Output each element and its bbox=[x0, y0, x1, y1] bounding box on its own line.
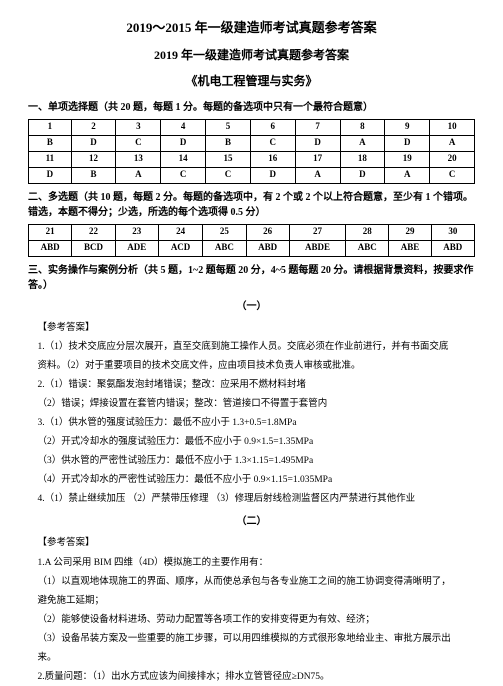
cell: ABC bbox=[203, 240, 246, 256]
table-single-choice: 1 2 3 4 5 6 7 8 9 10 B D C D B C D A D A… bbox=[28, 119, 475, 184]
cell: B bbox=[71, 167, 116, 183]
cell: 7 bbox=[295, 119, 340, 135]
cell: 16 bbox=[250, 151, 295, 167]
answer-line: 2.质量问题：（1）出水方式应该为间接排水；排水立管管径应≥DN75。 bbox=[28, 669, 475, 686]
cell: ADE bbox=[115, 240, 158, 256]
answer-line: 1.A 公司采用 BIM 四维（4D）模拟施工的主要作用有： bbox=[28, 555, 475, 572]
cell: 29 bbox=[389, 224, 431, 240]
cell: A bbox=[340, 135, 385, 151]
cell: 27 bbox=[289, 224, 345, 240]
answer-line: （3）供水管的严密性试验压力：最低不应小于 1.3×1.15=1.495MPa bbox=[28, 453, 475, 470]
cell: D bbox=[29, 167, 72, 183]
cell: 12 bbox=[71, 151, 116, 167]
section2-header: 二、多选题（共 10 题，每题 2 分。每题的备选项中，有 2 个或 2 个以上… bbox=[28, 190, 475, 220]
cell: 20 bbox=[430, 151, 475, 167]
cell: 26 bbox=[246, 224, 289, 240]
cell: 1 bbox=[29, 119, 72, 135]
cell: ABC bbox=[346, 240, 389, 256]
cell: 8 bbox=[340, 119, 385, 135]
table-row: ABD BCD ADE ACD ABC ABD ABDE ABC ABE ABD bbox=[29, 240, 475, 256]
cell: 13 bbox=[116, 151, 161, 167]
answer-line: 2.（1）错误：聚氨酯发泡封堵错误；整改：应采用不燃材料封堵 bbox=[28, 377, 475, 394]
cell: C bbox=[116, 135, 161, 151]
table-row: 11 12 13 14 15 16 17 18 19 20 bbox=[29, 151, 475, 167]
table-row: D B A C C D A D A C bbox=[29, 167, 475, 183]
answer-line: 4.（1）禁止继续加压 （2）严禁带压修理 （3）修理后射线检测监督区内严禁进行… bbox=[28, 491, 475, 508]
cell: C bbox=[161, 167, 206, 183]
cell: 9 bbox=[385, 119, 430, 135]
answer-line: 来。 bbox=[28, 650, 475, 667]
answer-line: 3.（1）供水管的强度试验压力：最低不应小于 1.3+0.5=1.8MPa bbox=[28, 415, 475, 432]
cell: A bbox=[385, 167, 430, 183]
cell: 19 bbox=[385, 151, 430, 167]
cell: 22 bbox=[72, 224, 115, 240]
cell: 25 bbox=[203, 224, 246, 240]
cell: D bbox=[385, 135, 430, 151]
table-row: 21 22 23 24 25 26 27 28 29 30 bbox=[29, 224, 475, 240]
answer-line: （2）开式冷却水的强度试验压力：最低不应小于 0.9×1.5=1.35MPa bbox=[28, 434, 475, 451]
ref-label: 【参考答案】 bbox=[28, 535, 475, 552]
cell: 18 bbox=[340, 151, 385, 167]
cell: BCD bbox=[72, 240, 115, 256]
cell: 28 bbox=[346, 224, 389, 240]
cell: ACD bbox=[158, 240, 202, 256]
section3-header: 三、实务操作与案例分析（共 5 题，1~2 题每题 20 分，4~5 题每题 2… bbox=[28, 263, 475, 293]
cell: 6 bbox=[250, 119, 295, 135]
answer-line: 资料。（2）对于重要项目的技术交底文件，应由项目技术负责人审核或批准。 bbox=[28, 358, 475, 375]
answer-line: 避免施工延期； bbox=[28, 593, 475, 610]
cell: 4 bbox=[161, 119, 206, 135]
cell: ABD bbox=[29, 240, 72, 256]
title-sub: 2019 年一级建造师考试真题参考答案 bbox=[28, 46, 475, 64]
part2-label: （二） bbox=[28, 514, 475, 529]
table-row: 1 2 3 4 5 6 7 8 9 10 bbox=[29, 119, 475, 135]
cell: 24 bbox=[158, 224, 202, 240]
cell: C bbox=[250, 135, 295, 151]
answer-line: （3）设备吊装方案及一些重要的施工步骤，可以用四维模拟的方式很形象地给业主、审批… bbox=[28, 631, 475, 648]
cell: A bbox=[116, 167, 161, 183]
cell: ABD bbox=[246, 240, 289, 256]
cell: 5 bbox=[206, 119, 251, 135]
cell: 14 bbox=[161, 151, 206, 167]
answer-line: （1）以直观地体现施工的界面、顺序，从而使总承包与各专业施工之间的施工协调变得清… bbox=[28, 574, 475, 591]
part1-label: （一） bbox=[28, 299, 475, 314]
title-subject: 《机电工程管理与实务》 bbox=[28, 72, 475, 90]
answer-line: （2）能够使设备材料进场、劳动力配置等各项工作的安排变得更为有效、经济； bbox=[28, 612, 475, 629]
cell: B bbox=[29, 135, 72, 151]
cell: 30 bbox=[431, 224, 474, 240]
cell: B bbox=[206, 135, 251, 151]
cell: A bbox=[295, 167, 340, 183]
cell: ABE bbox=[389, 240, 431, 256]
cell: 3 bbox=[116, 119, 161, 135]
cell: 10 bbox=[430, 119, 475, 135]
cell: 11 bbox=[29, 151, 72, 167]
answer-block-2: 【参考答案】 1.A 公司采用 BIM 四维（4D）模拟施工的主要作用有： （1… bbox=[28, 535, 475, 686]
cell: D bbox=[161, 135, 206, 151]
table-row: B D C D B C D A D A bbox=[29, 135, 475, 151]
cell: D bbox=[71, 135, 116, 151]
cell: D bbox=[340, 167, 385, 183]
cell: D bbox=[295, 135, 340, 151]
cell: ABDE bbox=[289, 240, 345, 256]
answer-block-1: 【参考答案】 1.（1）技术交底应分层次展开，直至交底到施工操作人员。交底必须在… bbox=[28, 320, 475, 509]
cell: 17 bbox=[295, 151, 340, 167]
cell: 15 bbox=[206, 151, 251, 167]
answer-line: （2）错误；焊接设置在套管内错误；整改：管道接口不得置于套管内 bbox=[28, 396, 475, 413]
section1-header: 一、单项选择题（共 20 题，每题 1 分。每题的备选项中只有一个最符合题意） bbox=[28, 100, 475, 115]
cell: ABD bbox=[431, 240, 474, 256]
cell: C bbox=[206, 167, 251, 183]
cell: D bbox=[250, 167, 295, 183]
answer-line: （4）开式冷却水的严密性试验压力：最低不应小于 0.9×1.15=1.035MP… bbox=[28, 472, 475, 489]
table-multi-choice: 21 22 23 24 25 26 27 28 29 30 ABD BCD AD… bbox=[28, 224, 475, 257]
cell: C bbox=[430, 167, 475, 183]
title-main: 2019～2015 年一级建造师考试真题参考答案 bbox=[28, 18, 475, 38]
answer-line: 1.（1）技术交底应分层次展开，直至交底到施工操作人员。交底必须在作业前进行，并… bbox=[28, 339, 475, 356]
cell: 2 bbox=[71, 119, 116, 135]
ref-label: 【参考答案】 bbox=[28, 320, 475, 337]
cell: 23 bbox=[115, 224, 158, 240]
cell: A bbox=[430, 135, 475, 151]
cell: 21 bbox=[29, 224, 72, 240]
